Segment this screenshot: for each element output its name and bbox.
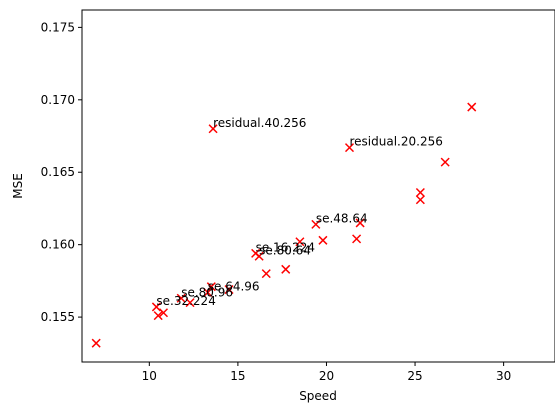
point-annotation: se.80.64 xyxy=(259,243,311,257)
point-annotation: residual.20.256 xyxy=(350,135,443,149)
data-points xyxy=(91,102,477,348)
y-axis-label: MSE xyxy=(11,173,25,199)
y-tick-label: 0.165 xyxy=(41,165,75,179)
point-annotation: se.80.96 xyxy=(181,285,233,299)
data-point xyxy=(295,237,305,247)
data-point xyxy=(355,218,365,228)
y-tick-label: 0.170 xyxy=(41,93,75,107)
data-point xyxy=(176,293,186,303)
data-point xyxy=(415,195,425,205)
y-tick-label: 0.155 xyxy=(41,310,75,324)
data-point xyxy=(91,338,101,348)
x-tick-label: 25 xyxy=(407,369,422,383)
y-axis: 0.155 0.160 0.165 0.170 0.175 xyxy=(41,20,82,324)
x-axis: 10 15 20 25 30 xyxy=(142,362,511,383)
x-tick-label: 30 xyxy=(496,369,511,383)
data-point xyxy=(352,234,362,244)
x-tick-label: 20 xyxy=(319,369,334,383)
data-point xyxy=(158,308,169,318)
point-annotation: residual.40.256 xyxy=(213,116,306,130)
data-point xyxy=(318,235,328,245)
point-annotation: se.48.64 xyxy=(316,211,368,225)
data-point xyxy=(261,269,271,279)
data-point xyxy=(151,302,161,312)
point-annotation: se.16.224 xyxy=(256,240,315,254)
data-point xyxy=(208,124,218,134)
y-tick-label: 0.175 xyxy=(41,20,75,34)
data-point xyxy=(440,157,450,167)
data-point xyxy=(203,287,213,297)
data-point xyxy=(153,311,163,321)
x-axis-label: Speed xyxy=(299,389,337,403)
x-tick-label: 10 xyxy=(142,369,157,383)
data-point xyxy=(206,282,216,292)
data-point xyxy=(185,298,195,308)
data-point xyxy=(415,187,425,198)
data-point xyxy=(281,264,291,274)
point-annotations: residual.40.256 residual.20.256 se.48.64 se… xyxy=(156,116,442,308)
y-tick-label: 0.160 xyxy=(41,238,75,252)
x-tick-label: 15 xyxy=(230,369,245,383)
data-point xyxy=(467,102,477,112)
data-point xyxy=(254,251,264,261)
point-annotation: se.64.96 xyxy=(208,279,260,293)
point-annotation: se.32.224 xyxy=(156,294,215,308)
plot-frame xyxy=(81,9,555,363)
data-point xyxy=(311,219,321,229)
data-point xyxy=(224,285,234,295)
data-point xyxy=(344,143,355,153)
